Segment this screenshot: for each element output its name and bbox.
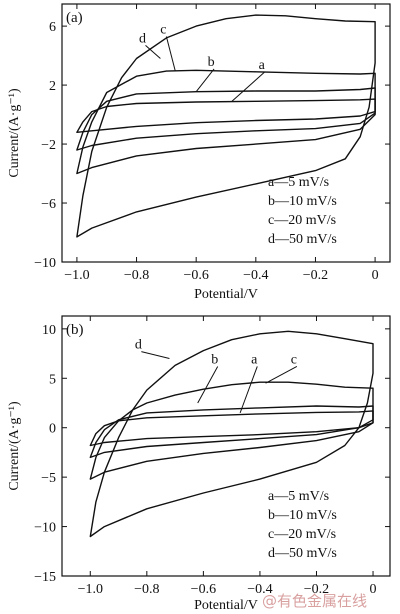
legend-entry: d—50 mV/s [268,232,337,247]
watermark-text: @有色金属在线 [262,592,367,610]
curve-label-b: b [208,55,215,70]
curve-leader-d [141,351,170,359]
x-tick-label: −0.6 [191,582,216,597]
x-tick-label: −0.8 [134,582,159,597]
legend-entry: b—10 mV/s [268,508,337,523]
x-tick-label: −1.0 [64,268,89,283]
legend-entry: d—50 mV/s [268,546,337,561]
plot-frame [61,315,391,577]
x-tick-label: −0.4 [247,582,272,597]
cv-curve-b [89,405,374,459]
x-tick-label: −0.2 [303,268,328,283]
legend-entry: c—20 mV/s [268,213,336,228]
y-tick-label: −10 [34,256,56,271]
curve-label-c: c [291,352,297,367]
curve-label-a: a [251,352,258,367]
y-tick-label: 0 [49,422,56,437]
curve-leader-a [239,366,258,414]
x-tick-label: 0 [370,582,377,597]
curve-label-d: d [139,31,146,46]
curve-leader-b [197,366,219,404]
panel-label: (b) [66,322,84,338]
y-tick-label: 5 [49,372,56,387]
x-tick-label: −0.2 [304,582,329,597]
x-tick-label: −0.6 [183,268,208,283]
legend-entry: c—20 mV/s [268,527,336,542]
cv-curve-c [89,381,374,480]
y-tick-label: −2 [41,138,56,153]
curve-leader-a [231,71,266,102]
curve-leader-b [195,68,215,93]
cv-curve-b [76,87,376,151]
y-tick-label: −5 [41,471,56,486]
y-tick-label: 2 [49,79,56,94]
x-tick-label: −0.8 [124,268,149,283]
x-tick-label: 0 [372,268,379,283]
y-tick-label: −15 [34,570,56,585]
y-axis-title: Current/(A·g⁻¹) [7,88,22,178]
curve-label-b: b [211,352,218,367]
y-tick-label: 10 [42,323,56,338]
cv-curve-a [76,98,376,133]
y-tick-label: −10 [34,521,56,536]
x-axis-title: Potential/V [194,598,258,613]
curve-leader-d [145,44,161,59]
y-tick-label: 6 [49,20,56,35]
x-tick-label: −1.0 [78,582,103,597]
cv-curve-d [76,14,376,238]
curve-label-a: a [259,58,266,73]
curve-label-c: c [160,22,166,37]
curve-label-d: d [135,338,142,353]
plot-frame [61,3,391,263]
cv-curve-d [89,330,374,538]
x-axis-title: Potential/V [194,287,258,302]
legend-entry: b—10 mV/s [268,194,337,209]
y-tick-label: −6 [41,197,56,212]
panel-label: (a) [66,10,83,26]
curve-leader-c [265,366,298,384]
x-tick-label: −0.4 [243,268,268,283]
y-axis-title: Current/(A·g⁻¹) [7,401,22,491]
cv-curve-c [76,69,376,175]
curve-leader-c [165,36,176,72]
legend-entry: a—5 mV/s [268,175,329,190]
panel-b: −1.0 −0.8 −0.6 −0.4 −0.2 0 −15 −10 −5 0 5 10 Potenti… [7,315,391,613]
panel-a: −1.0 −0.8 −0.6 −0.4 −0.2 0 −10 −6 −2 2 6 Potential/… [7,3,391,302]
legend-entry: a—5 mV/s [268,489,329,504]
